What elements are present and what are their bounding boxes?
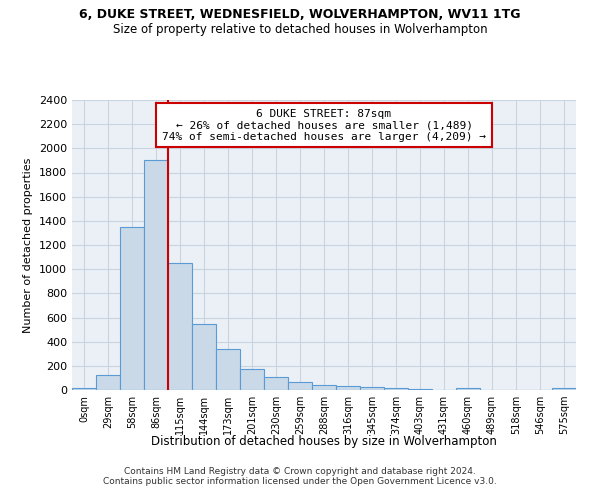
Bar	[168, 263, 192, 390]
Text: 6 DUKE STREET: 87sqm
← 26% of detached houses are smaller (1,489)
74% of semi-de: 6 DUKE STREET: 87sqm ← 26% of detached h…	[162, 108, 486, 142]
Bar	[288, 382, 312, 390]
Bar	[408, 389, 432, 390]
Bar	[552, 388, 576, 390]
Bar	[456, 388, 480, 390]
Text: Contains HM Land Registry data © Crown copyright and database right 2024.: Contains HM Land Registry data © Crown c…	[124, 468, 476, 476]
Bar	[144, 160, 168, 390]
Bar	[72, 388, 96, 390]
Bar	[360, 387, 384, 390]
Text: 6, DUKE STREET, WEDNESFIELD, WOLVERHAMPTON, WV11 1TG: 6, DUKE STREET, WEDNESFIELD, WOLVERHAMPT…	[79, 8, 521, 20]
Text: Size of property relative to detached houses in Wolverhampton: Size of property relative to detached ho…	[113, 22, 487, 36]
Bar	[264, 376, 288, 390]
Bar	[120, 227, 144, 390]
Bar	[96, 375, 120, 390]
Bar	[384, 388, 408, 390]
Bar	[216, 349, 240, 390]
Text: Distribution of detached houses by size in Wolverhampton: Distribution of detached houses by size …	[151, 435, 497, 448]
Y-axis label: Number of detached properties: Number of detached properties	[23, 158, 34, 332]
Text: Contains public sector information licensed under the Open Government Licence v3: Contains public sector information licen…	[103, 478, 497, 486]
Bar	[336, 386, 360, 390]
Bar	[312, 384, 336, 390]
Bar	[240, 370, 264, 390]
Bar	[192, 324, 216, 390]
